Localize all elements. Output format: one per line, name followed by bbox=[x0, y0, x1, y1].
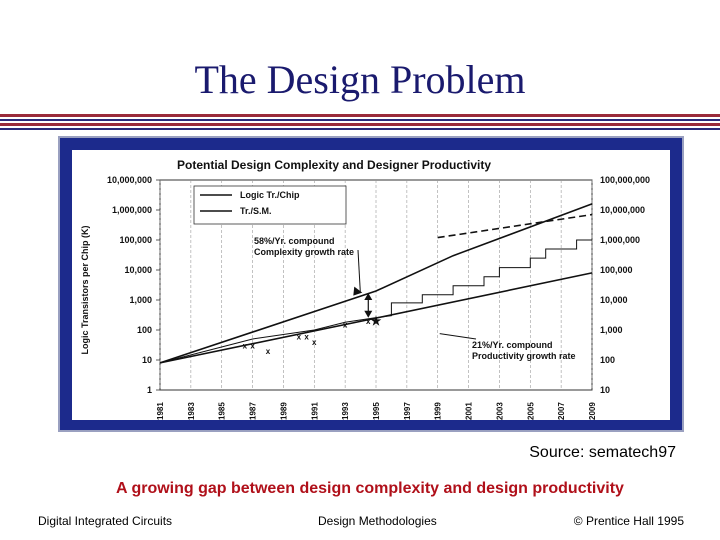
y2-tick-label: 100,000,000 bbox=[600, 175, 650, 185]
series-line bbox=[159, 239, 592, 364]
y-tick-label: 100 bbox=[137, 325, 152, 335]
annotation-label: Complexity growth rate bbox=[254, 247, 354, 257]
annotation-arrowhead bbox=[353, 286, 363, 296]
annotation-label: 21%/Yr. compound bbox=[472, 340, 553, 350]
data-point-x: x bbox=[366, 317, 371, 326]
data-point-x: x bbox=[250, 342, 255, 351]
x-tick-label: 2007 bbox=[557, 402, 566, 420]
title-rule bbox=[0, 123, 720, 126]
y2-tick-label: 100,000 bbox=[600, 265, 633, 275]
x-tick-label: 1983 bbox=[187, 402, 196, 420]
annotation-label: Productivity growth rate bbox=[472, 351, 576, 361]
y-tick-label: 100,000 bbox=[119, 235, 152, 245]
y2-tick-label: 10,000 bbox=[600, 295, 628, 305]
gap-arrowhead bbox=[364, 292, 373, 300]
legend-box bbox=[193, 185, 347, 225]
annotation-arrow bbox=[357, 249, 361, 292]
data-point-x: x bbox=[343, 321, 348, 330]
data-point-star: ★ bbox=[371, 314, 382, 328]
legend-label: Tr./S.M. bbox=[240, 206, 272, 216]
chart-frame: Potential Design Complexity and Designer… bbox=[58, 136, 684, 432]
x-tick-label: 1993 bbox=[341, 402, 350, 420]
y2-tick-label: 100 bbox=[600, 355, 615, 365]
y2-tick-label: 10 bbox=[600, 385, 610, 395]
footer-course: Digital Integrated Circuits bbox=[38, 514, 173, 528]
x-tick-label: 1989 bbox=[279, 402, 288, 420]
title-rule bbox=[0, 119, 720, 121]
y2-tick-label: 1,000,000 bbox=[600, 235, 640, 245]
series-line bbox=[437, 213, 593, 239]
y-tick-label: 1 bbox=[147, 385, 152, 395]
x-tick-label: 1987 bbox=[249, 402, 258, 420]
legend-label: Logic Tr./Chip bbox=[240, 190, 300, 200]
annotation-arrow bbox=[439, 333, 477, 340]
data-point-x: x bbox=[243, 342, 248, 351]
y-tick-label: 1,000,000 bbox=[112, 205, 152, 215]
y2-tick-label: 1,000 bbox=[600, 325, 623, 335]
series-line bbox=[159, 272, 593, 364]
data-point-x: x bbox=[266, 347, 271, 356]
x-tick-label: 2003 bbox=[495, 402, 504, 420]
x-tick-label: 2009 bbox=[588, 402, 597, 420]
y-tick-label: 10,000,000 bbox=[107, 175, 152, 185]
data-point-x: x bbox=[312, 338, 317, 347]
y-tick-label: 10,000 bbox=[124, 265, 152, 275]
slide-title: The Design Problem bbox=[194, 57, 526, 102]
data-point-x: x bbox=[297, 333, 302, 342]
y-tick-label: 1,000 bbox=[129, 295, 152, 305]
data-point-x: x bbox=[304, 333, 309, 342]
chart-background bbox=[72, 150, 670, 420]
x-tick-label: 1999 bbox=[434, 402, 443, 420]
footer-topic: Design Methodologies bbox=[318, 514, 437, 528]
x-tick-label: 1985 bbox=[218, 402, 227, 420]
source-note: Source: sematech97 bbox=[529, 444, 676, 461]
x-tick-label: 2001 bbox=[465, 402, 474, 420]
y-tick-label: 10 bbox=[142, 355, 152, 365]
chart: Potential Design Complexity and Designer… bbox=[72, 150, 670, 420]
title-rule bbox=[0, 114, 720, 117]
chart-title: Potential Design Complexity and Designer… bbox=[177, 158, 491, 172]
x-tick-label: 1991 bbox=[310, 402, 319, 420]
slide-caption: A growing gap between design complexity … bbox=[116, 480, 624, 497]
series-line bbox=[159, 203, 593, 364]
annotation-label: 58%/Yr. compound bbox=[254, 236, 335, 246]
title-rule bbox=[0, 128, 720, 130]
x-tick-label: 1997 bbox=[403, 402, 412, 420]
y-axis-label: Logic Transistors per Chip (K) bbox=[80, 225, 90, 354]
x-tick-label: 2005 bbox=[526, 402, 535, 420]
x-tick-label: 1981 bbox=[156, 402, 165, 420]
y2-tick-label: 10,000,000 bbox=[600, 205, 645, 215]
footer-copyright: © Prentice Hall 1995 bbox=[573, 514, 684, 528]
x-tick-label: 1995 bbox=[372, 402, 381, 420]
gap-arrowhead bbox=[364, 310, 373, 318]
